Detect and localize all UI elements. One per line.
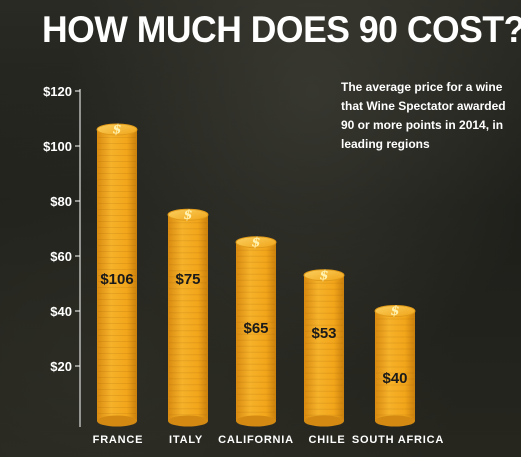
bar-top [374,305,416,317]
y-tick-label: $60 [50,249,72,264]
bar-base [375,415,415,427]
bar-base [168,415,208,427]
y-tick-label: $40 [50,304,72,319]
y-tick-label: $120 [43,84,72,99]
bar-base [97,415,137,427]
page-title: HOW MUCH DOES 90 COST? [42,9,521,50]
bar: $ [96,123,138,427]
bar: $ [235,235,277,427]
bar-body [168,214,208,421]
y-tick-label: $100 [43,139,72,154]
dollar-coin-icon: $ [183,208,192,223]
dollar-coin-icon: $ [319,268,328,283]
bar-body [304,275,344,421]
bar-base [236,415,276,427]
bar: $ [303,268,345,427]
x-category-label: SOUTH AFRICA [352,434,444,446]
y-tick-label: $80 [50,194,72,209]
bar: $ [374,304,416,427]
bar-value-label: $40 [382,370,407,387]
x-category-label: ITALY [169,434,203,446]
bar-top [96,123,138,136]
bar-body [97,129,137,421]
bar: $ [167,208,209,427]
bar-value-label: $53 [311,325,336,342]
bar-base [304,415,344,427]
y-tick-label: $20 [50,359,72,374]
dollar-coin-icon: $ [390,304,399,319]
x-category-label: CHILE [309,434,346,446]
bar-value-label: $106 [100,271,133,288]
x-category-label: FRANCE [93,434,144,446]
bar-body [375,311,415,421]
bar-top [303,269,345,282]
dollar-coin-icon: $ [251,235,260,250]
chart-subtitle: The average price for a wine that Wine S… [341,80,506,151]
bar-body [236,242,276,421]
bar-top [235,236,277,249]
bar-top [167,208,209,221]
bar-value-label: $65 [243,320,268,337]
bar-value-label: $75 [175,271,200,288]
x-category-label: CALIFORNIA [218,434,294,446]
dollar-coin-icon: $ [112,123,121,138]
